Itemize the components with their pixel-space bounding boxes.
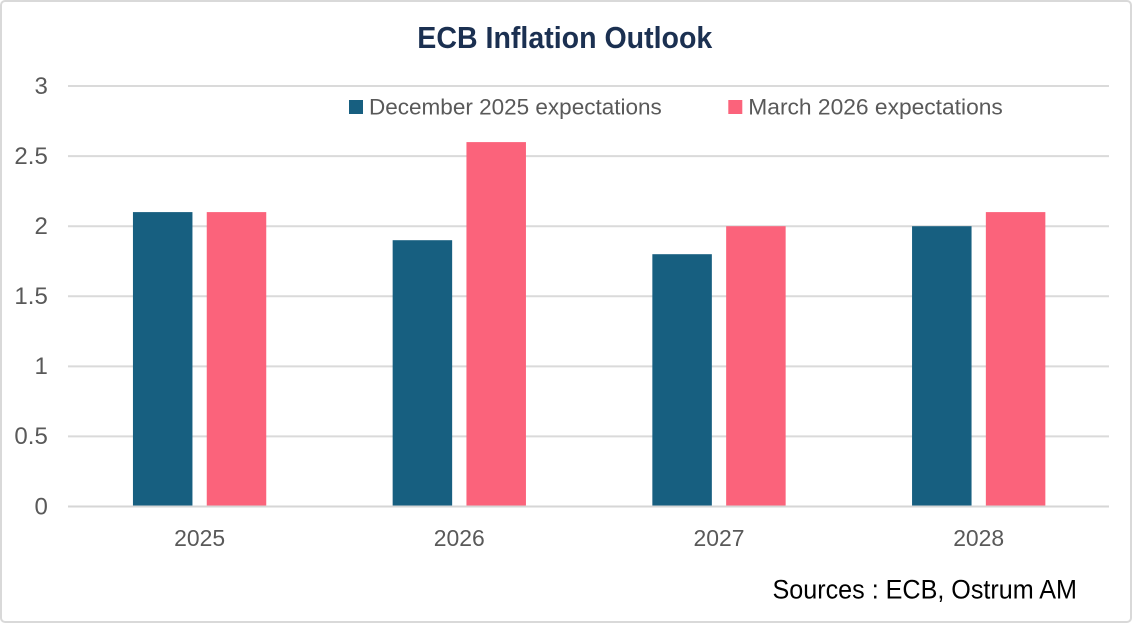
svg-text:March 2026 expectations: March 2026 expectations	[748, 95, 1003, 120]
svg-text:Sources : ECB, Ostrum AM: Sources : ECB, Ostrum AM	[773, 575, 1078, 605]
svg-text:0: 0	[34, 493, 47, 520]
svg-text:0.5: 0.5	[14, 423, 47, 450]
svg-text:2.5: 2.5	[14, 143, 47, 170]
svg-text:2027: 2027	[694, 525, 745, 551]
svg-text:2: 2	[34, 213, 47, 240]
svg-text:ECB Inflation Outlook: ECB Inflation Outlook	[417, 20, 713, 55]
svg-text:December 2025 expectations: December 2025 expectations	[369, 95, 662, 120]
svg-text:3: 3	[34, 73, 47, 100]
svg-text:2028: 2028	[953, 525, 1004, 551]
svg-text:2025: 2025	[174, 525, 225, 551]
svg-text:1: 1	[34, 353, 47, 380]
svg-text:2026: 2026	[434, 525, 485, 551]
svg-text:1.5: 1.5	[14, 283, 47, 310]
